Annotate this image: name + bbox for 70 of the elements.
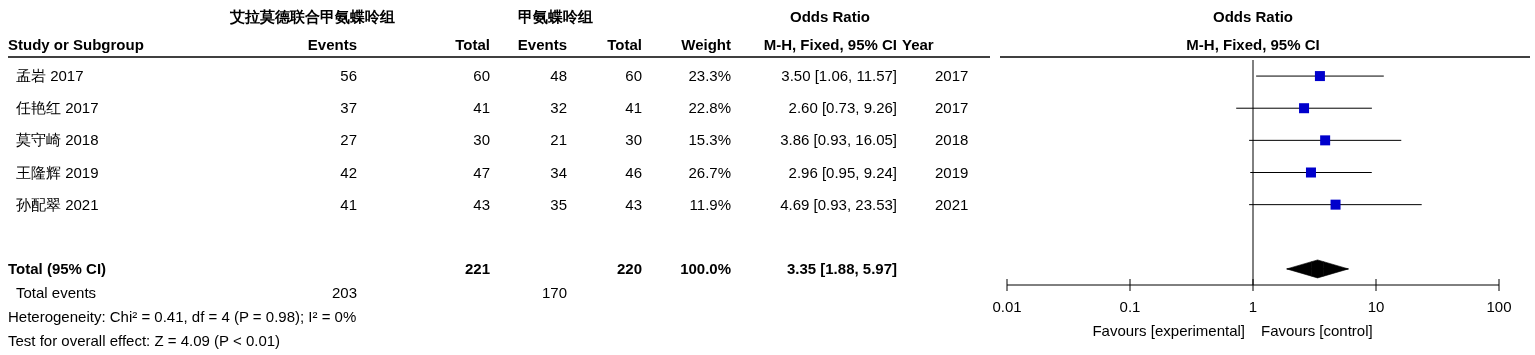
text: 4.69 [0.93, 23.53] <box>780 195 897 213</box>
text: 203 <box>331 284 357 301</box>
text: 2021 <box>935 195 969 213</box>
x-tick-label: 0.1 <box>1119 298 1141 315</box>
text: Favours [experimental] <box>1092 322 1245 339</box>
text: Odds Ratio <box>789 8 871 25</box>
text: 21 <box>550 131 567 149</box>
text: Year <box>902 36 934 53</box>
text: Total <box>455 36 490 53</box>
text: 2.96 [0.95, 9.24] <box>788 163 897 181</box>
text: Events <box>307 36 357 53</box>
text: 48 <box>550 67 567 85</box>
text: 23.3% <box>688 67 731 85</box>
text: 27 <box>340 131 357 149</box>
text: 3.35 [1.88, 5.97] <box>786 259 897 277</box>
text: 孟岩 2017 <box>16 67 84 85</box>
text: 王隆辉 2019 <box>16 163 99 181</box>
text: Study or Subgroup <box>8 36 144 53</box>
text: 60 <box>473 67 490 85</box>
text: Favours [control] <box>1261 322 1373 339</box>
text: 2017 <box>935 67 969 85</box>
text: 莫守崎 2018 <box>16 131 99 149</box>
text: 22.8% <box>688 99 731 117</box>
text: 2019 <box>935 163 969 181</box>
text: 34 <box>550 163 567 181</box>
text: 11.9% <box>689 195 731 213</box>
x-tick-label: 0.01 <box>992 298 1022 315</box>
text: 37 <box>340 99 357 117</box>
text: Events <box>517 36 567 53</box>
text: 30 <box>625 131 642 149</box>
text: 41 <box>473 99 490 117</box>
text: 32 <box>550 99 567 117</box>
text: Test for overall effect: Z = 4.09 (P < 0.01) <box>8 332 281 349</box>
text: 3.86 [0.93, 16.05] <box>780 131 897 149</box>
text: 41 <box>340 195 357 213</box>
text: 任艳红 2017 <box>15 99 99 117</box>
text: 35 <box>550 195 567 213</box>
text: Total (95% CI) <box>8 259 107 277</box>
text: 3.50 [1.06, 11.57] <box>781 67 897 85</box>
text: 42 <box>340 163 357 181</box>
text: 15.3% <box>688 131 731 149</box>
x-tick-label: 1 <box>1248 298 1258 315</box>
text: 46 <box>625 163 642 181</box>
text: 26.7% <box>688 163 731 181</box>
text: 孙配翠 2021 <box>16 195 99 213</box>
text: 221 <box>464 259 490 277</box>
text: 41 <box>625 99 642 117</box>
text: Total events <box>16 284 97 301</box>
chart-title: Odds Ratio <box>1212 8 1294 25</box>
text: 甲氨蝶呤组 <box>517 9 593 25</box>
text: 43 <box>473 195 490 213</box>
text: 170 <box>541 284 567 301</box>
text: 43 <box>625 195 642 213</box>
text: 30 <box>473 131 490 149</box>
text: 220 <box>616 259 642 277</box>
text: 艾拉莫德联合甲氨蝶呤组 <box>228 9 395 25</box>
x-tick-label: 10 <box>1367 298 1385 315</box>
text: 56 <box>340 67 357 85</box>
text: 47 <box>473 163 490 181</box>
text: M-H, Fixed, 95% CI <box>763 36 897 53</box>
text: 2.60 [0.73, 9.26] <box>788 99 897 117</box>
text: 2018 <box>935 131 969 149</box>
text: 100.0% <box>680 259 731 277</box>
text: 2017 <box>935 99 969 117</box>
x-tick-label: 100 <box>1486 298 1512 315</box>
chart-subtitle: M-H, Fixed, 95% CI <box>1186 36 1320 53</box>
text: Total <box>607 36 642 53</box>
text: 60 <box>625 67 642 85</box>
text: Weight <box>681 36 731 53</box>
text: Heterogeneity: Chi² = 0.41, df = 4 (P = 0.98); I² = 0% <box>8 308 357 325</box>
